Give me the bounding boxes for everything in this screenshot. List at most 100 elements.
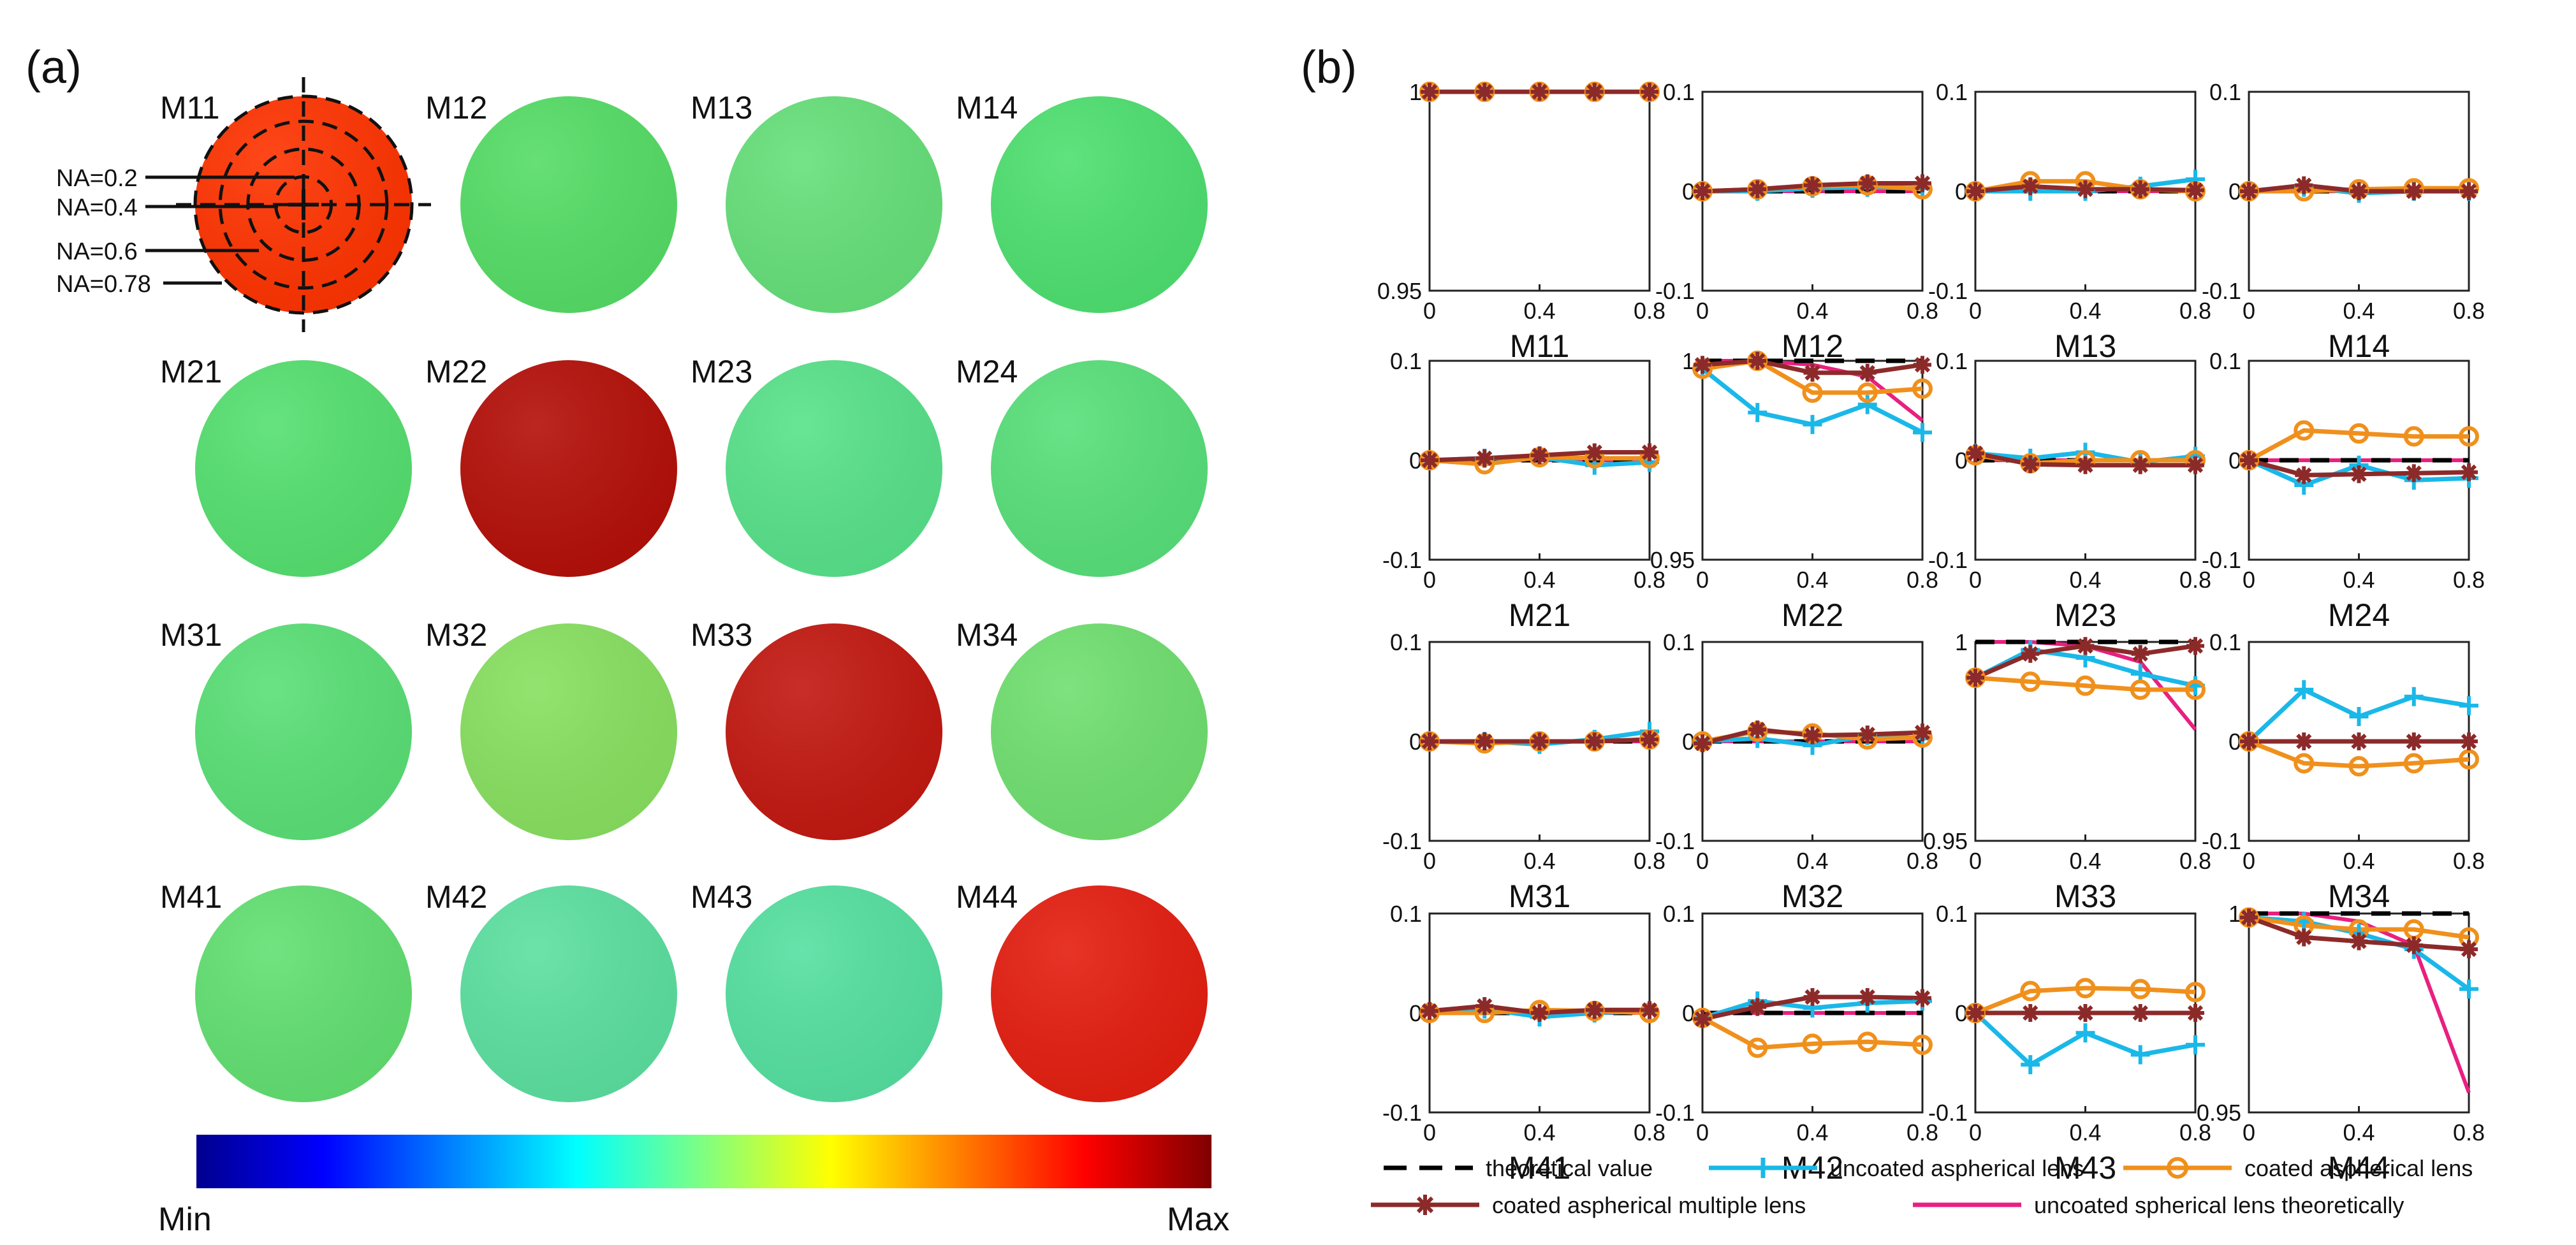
y-tick-label: -0.1	[2202, 547, 2241, 573]
axes-box	[1974, 641, 2197, 842]
x-tick-label: 0	[2243, 848, 2255, 874]
subplot-m44: 0 0.4 0.8 0.95 1 M44	[2197, 901, 2485, 1186]
marker-coated-multiple	[2295, 732, 2313, 750]
x-tick-label: 0.8	[2179, 848, 2211, 874]
marker-coated-multiple	[1475, 997, 1494, 1016]
marker-coated-aspherical	[2075, 978, 2096, 998]
y-tick-label: 1	[1682, 348, 1695, 374]
element-label-m33: M33	[691, 617, 752, 653]
series-group	[1419, 722, 1660, 754]
marker-coated-multiple	[2295, 928, 2313, 947]
axes-box	[1428, 91, 1651, 292]
element-shading	[460, 623, 677, 840]
marker-uncoated-aspherical	[2186, 1035, 2205, 1054]
x-tick-label: 0	[1423, 848, 1436, 874]
marker-uncoated-aspherical	[2404, 687, 2424, 706]
series-coated-aspherical	[1974, 986, 2196, 1016]
y-tick-label: 0	[1682, 1000, 1695, 1026]
x-tick-label: 0.8	[1634, 848, 1665, 874]
subplot-title: M32	[1782, 878, 1843, 914]
element-label-m44: M44	[956, 879, 1018, 915]
element-shading	[991, 360, 1208, 577]
x-tick-label: 0.4	[1523, 298, 1555, 324]
subplot-title: M31	[1509, 878, 1570, 914]
x-tick-label: 0	[1423, 567, 1436, 593]
marker-coated-aspherical	[2075, 675, 2096, 696]
marker-coated-multiple	[2350, 732, 2368, 750]
marker-coated-multiple	[2240, 732, 2258, 750]
element-shading	[726, 360, 942, 577]
element-label-m24: M24	[956, 354, 1018, 390]
marker-coated-multiple	[1914, 356, 1931, 374]
series-group	[1965, 442, 2206, 474]
marker-coated-aspherical	[2020, 671, 2041, 692]
y-tick-label: -0.1	[1382, 1100, 1422, 1126]
panel-a-mueller-images: M11 M12 M13 M14 M21 M22 M23 M24 M31 M32 M33 M34 M41 M…	[56, 77, 1208, 1102]
element-label-m21: M21	[160, 354, 222, 390]
y-tick-label: 0	[1682, 729, 1695, 755]
x-tick-label: 0.4	[1523, 848, 1555, 874]
marker-coated-multiple	[1748, 998, 1767, 1016]
y-tick-label: 0	[1682, 178, 1695, 205]
element-label-m12: M12	[425, 90, 487, 126]
x-tick-label: 0.4	[2343, 298, 2375, 324]
marker-coated-aspherical	[2348, 756, 2369, 776]
legend-label-theoretical: theoretical value	[1486, 1155, 1653, 1181]
y-tick-label: 0	[1955, 1000, 1968, 1026]
element-shading	[991, 96, 1208, 313]
marker-coated-multiple	[1748, 180, 1767, 198]
marker-coated-aspherical	[2459, 426, 2479, 447]
y-tick-label: 0.1	[2209, 79, 2241, 105]
marker-coated-aspherical	[2130, 679, 2151, 700]
marker-coated-multiple	[2295, 466, 2313, 484]
marker-coated-multiple	[1585, 1001, 1604, 1019]
marker-coated-multiple	[2404, 936, 2423, 954]
y-tick-label: 0	[1409, 448, 1422, 474]
x-tick-label: 0	[2243, 298, 2255, 324]
x-tick-label: 0.8	[2179, 567, 2211, 593]
marker-coated-multiple	[1803, 363, 1822, 382]
y-tick-label: 0.1	[2209, 348, 2241, 374]
marker-coated-aspherical	[1802, 1033, 1823, 1054]
x-tick-label: 0.8	[1906, 848, 1938, 874]
marker-coated-aspherical	[1857, 1031, 1878, 1052]
marker-coated-aspherical	[1912, 378, 1933, 399]
x-tick-label: 0.4	[2343, 848, 2375, 874]
y-tick-label: -0.1	[1928, 547, 1968, 573]
subplot-title: M14	[2328, 328, 2390, 364]
subplot-m33: 0 0.4 0.8 0.95 1 M33	[1923, 629, 2211, 914]
y-tick-label: 0.1	[1663, 79, 1695, 105]
marker-coated-multiple	[1966, 1004, 1984, 1022]
marker-coated-multiple	[1803, 726, 1822, 745]
marker-coated-aspherical	[2185, 679, 2206, 700]
legend-label-coated-multiple: coated aspherical multiple lens	[1492, 1192, 1806, 1218]
marker-coated-multiple	[1694, 734, 1711, 753]
marker-coated-multiple	[2460, 732, 2478, 750]
marker-coated-multiple	[2021, 455, 2040, 474]
marker-coated-multiple	[2076, 637, 2095, 655]
series-group	[1692, 988, 1933, 1058]
marker-coated-multiple	[1641, 730, 1658, 748]
x-tick-label: 0.8	[1906, 298, 1938, 324]
x-tick-label: 0	[1969, 567, 1982, 593]
marker-coated-multiple	[2131, 180, 2149, 198]
x-tick-label: 0.8	[2179, 1119, 2211, 1146]
y-tick-label: 0.1	[1390, 901, 1422, 927]
marker-uncoated-aspherical	[1803, 414, 1822, 434]
element-shading	[726, 623, 942, 840]
element-label-m31: M31	[160, 617, 222, 653]
y-tick-label: -0.1	[1655, 278, 1695, 304]
marker-uncoated-aspherical	[1857, 395, 1877, 414]
x-tick-label: 0	[1423, 1119, 1436, 1146]
panel-a-label: (a)	[26, 42, 82, 93]
marker-coated-multiple	[1475, 449, 1494, 467]
marker-coated-aspherical	[2020, 980, 2041, 1001]
marker-uncoated-aspherical	[1748, 403, 1767, 423]
x-tick-label: 0.8	[1906, 1119, 1938, 1146]
subplot-title: M13	[2054, 328, 2116, 364]
legend-marker-circle-icon	[2167, 1157, 2188, 1179]
